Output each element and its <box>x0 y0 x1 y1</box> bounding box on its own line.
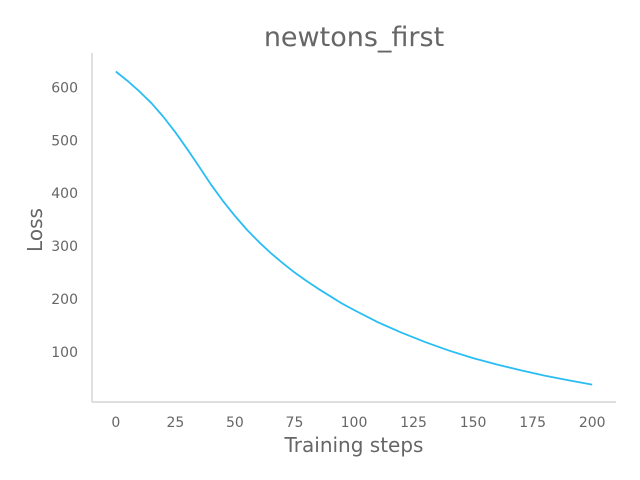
x-axis-label: Training steps <box>284 433 424 457</box>
y-tick-label: 100 <box>51 345 78 361</box>
x-tick-label: 175 <box>519 415 546 431</box>
x-tick-labels: 0 25 50 75 100 125 150 175 200 <box>111 415 605 431</box>
x-tick-label: 75 <box>286 415 304 431</box>
y-tick-label: 400 <box>51 186 78 202</box>
loss-line <box>115 70 593 386</box>
y-tick-labels: 100 200 300 400 500 600 <box>51 80 78 360</box>
x-tick-label: 50 <box>226 415 244 431</box>
y-tick-label: 200 <box>51 292 78 308</box>
x-tick-label: 0 <box>111 415 120 431</box>
y-tick-label: 300 <box>51 239 78 255</box>
series-group <box>115 70 593 386</box>
x-tick-label: 150 <box>460 415 487 431</box>
x-tick-label: 125 <box>400 415 427 431</box>
x-tick-label: 25 <box>166 415 184 431</box>
x-tick-label: 100 <box>341 415 368 431</box>
y-tick-label: 600 <box>51 80 78 96</box>
chart-title: newtons_first <box>264 22 444 53</box>
x-tick-label: 200 <box>579 415 606 431</box>
y-tick-label: 500 <box>51 133 78 149</box>
y-axis-label: Loss <box>23 208 47 252</box>
